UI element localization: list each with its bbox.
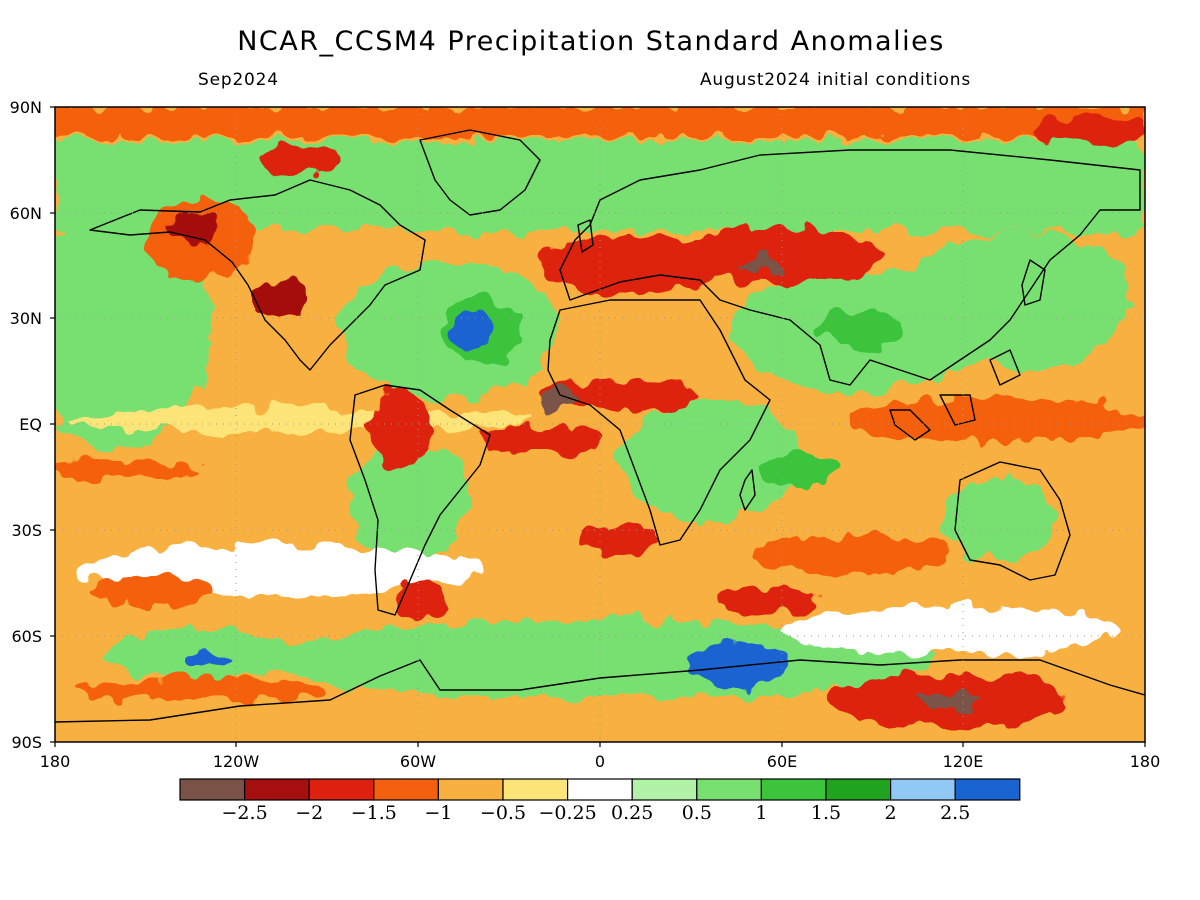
colorbar-label: −2.5 bbox=[222, 802, 268, 824]
lon-label: 180 bbox=[1130, 752, 1161, 771]
lon-label: 120E bbox=[943, 752, 984, 771]
lat-label: 30N bbox=[10, 309, 42, 328]
colorbar-label: 0.5 bbox=[682, 802, 712, 824]
lon-label: 60W bbox=[400, 752, 436, 771]
lat-label: 60N bbox=[10, 204, 42, 223]
colorbar-swatch bbox=[308, 778, 375, 801]
lon-label: 60E bbox=[767, 752, 797, 771]
lon-label: 0 bbox=[595, 752, 605, 771]
colorbar-labels: −2.5 −2 −1.5 −1 −0.5 −0.25 0.25 0.5 1 1.5 2 2.5 bbox=[222, 802, 971, 824]
colorbar-swatch bbox=[825, 778, 892, 801]
lat-label: 90S bbox=[11, 733, 42, 752]
coastlines bbox=[55, 129, 1145, 723]
longitude-labels: 180 120W 60W 0 60E 120E 180 bbox=[40, 752, 1161, 771]
anomaly-field bbox=[55, 107, 1145, 742]
colorbar-swatch bbox=[179, 778, 246, 801]
colorbar-swatch bbox=[437, 778, 504, 801]
colorbar-label: −2 bbox=[295, 802, 323, 824]
lat-label: 90N bbox=[10, 98, 42, 117]
colorbar-swatch bbox=[889, 778, 956, 801]
colorbar-label: −0.25 bbox=[538, 802, 596, 824]
init-conditions-label: August2024 initial conditions bbox=[700, 70, 971, 90]
colorbar-label: 1 bbox=[755, 802, 767, 824]
colorbar bbox=[179, 778, 1021, 801]
colorbar-swatch bbox=[502, 778, 569, 801]
colorbar-label: −1 bbox=[424, 802, 452, 824]
colorbar-swatch bbox=[244, 778, 310, 801]
lon-label: 180 bbox=[40, 752, 71, 771]
colorbar-swatch bbox=[373, 778, 439, 801]
colorbar-label: −0.5 bbox=[480, 802, 526, 824]
lat-label: 30S bbox=[11, 521, 42, 540]
colorbar-swatch bbox=[954, 778, 1021, 801]
colorbar-label: 2 bbox=[885, 802, 897, 824]
colorbar-label: −1.5 bbox=[351, 802, 397, 824]
axis-ticks bbox=[50, 106, 1146, 747]
colorbar-label: 0.25 bbox=[611, 802, 653, 824]
colorbar-swatch bbox=[760, 778, 827, 801]
colorbar-swatch bbox=[566, 778, 633, 801]
latitude-labels: 90N 60N 30N EQ 30S 60S 90S bbox=[10, 98, 42, 752]
colorbar-swatch bbox=[631, 778, 698, 801]
lon-label: 120W bbox=[213, 752, 260, 771]
colorbar-label: 2.5 bbox=[940, 802, 970, 824]
lat-label: 60S bbox=[11, 627, 42, 646]
colorbar-swatch bbox=[696, 778, 762, 801]
colorbar-label: 1.5 bbox=[811, 802, 841, 824]
map-title: NCAR_CCSM4 Precipitation Standard Anomal… bbox=[237, 26, 945, 57]
valid-month-label: Sep2024 bbox=[198, 70, 279, 90]
lat-label: EQ bbox=[19, 415, 42, 434]
graticule bbox=[55, 107, 1145, 742]
